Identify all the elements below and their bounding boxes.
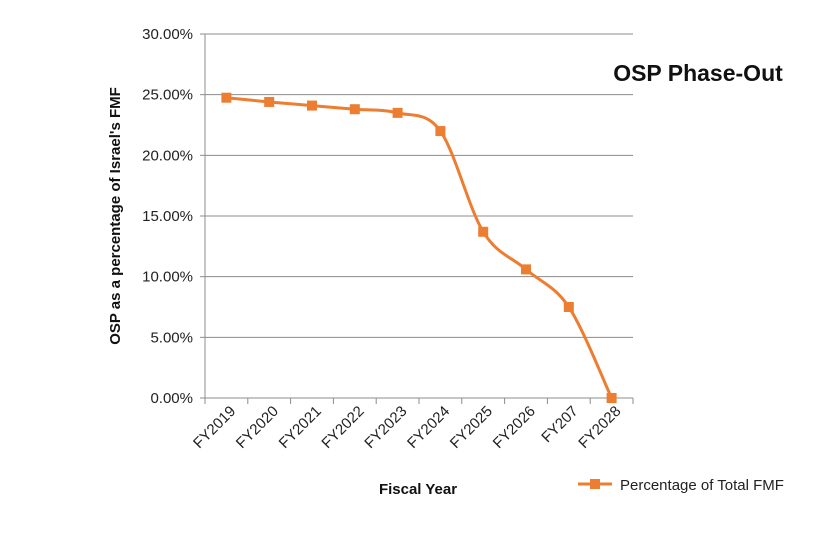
- axes: [200, 33, 634, 404]
- chart-title: OSP Phase-Out: [613, 60, 783, 86]
- data-point-fy2019: [221, 92, 232, 103]
- y-tick-label-2: 10.00%: [142, 269, 193, 286]
- data-point-fy207: [563, 302, 574, 312]
- y-tick-label-1: 5.00%: [150, 329, 193, 346]
- x-tick-label-2: FY2021: [276, 403, 325, 452]
- data-point-fy2020: [264, 96, 275, 107]
- data-point-fy2022: [349, 104, 360, 115]
- legend-label: Percentage of Total FMF: [620, 477, 784, 494]
- data-point-fy2026: [521, 264, 531, 275]
- data-point-fy2028: [606, 393, 617, 403]
- series: [221, 92, 617, 403]
- y-tick-labels: 0.00% 5.00% 10.00% 15.00% 20.00% 25.00% 30.00%: [142, 26, 193, 407]
- y-tick-label-0: 0.00%: [150, 390, 193, 407]
- x-tick-label-4: FY2023: [361, 403, 410, 452]
- y-tick-label-4: 20.00%: [142, 147, 193, 164]
- x-tick-label-3: FY2022: [318, 403, 367, 452]
- x-tick-labels: FY2019FY2020FY2021FY2022FY2023FY2024FY20…: [190, 403, 624, 452]
- x-tick-label-7: FY2026: [490, 403, 539, 452]
- x-tick-label-1: FY2020: [233, 403, 282, 452]
- legend-marker: [590, 479, 600, 489]
- y-tick-label-5: 25.00%: [142, 87, 193, 104]
- x-tick-label-9: FY2028: [575, 403, 624, 452]
- x-tick-label-6: FY2025: [447, 403, 496, 452]
- legend: Percentage of Total FMF: [578, 477, 784, 494]
- x-axis-title: Fiscal Year: [379, 481, 457, 498]
- series-line-0: [226, 96, 613, 399]
- x-tick-label-0: FY2019: [190, 403, 239, 452]
- x-tick-label-5: FY2024: [404, 403, 453, 452]
- data-point-fy2024: [435, 126, 446, 137]
- y-tick-label-6: 30.00%: [142, 26, 193, 43]
- y-tick-label-3: 15.00%: [142, 208, 193, 225]
- data-point-fy2021: [307, 100, 317, 111]
- y-axis-title: OSP as a percentage of Israel's FMF: [107, 87, 124, 345]
- data-point-fy2023: [392, 107, 403, 118]
- gridlines: [205, 33, 633, 338]
- data-point-fy2025: [478, 226, 489, 237]
